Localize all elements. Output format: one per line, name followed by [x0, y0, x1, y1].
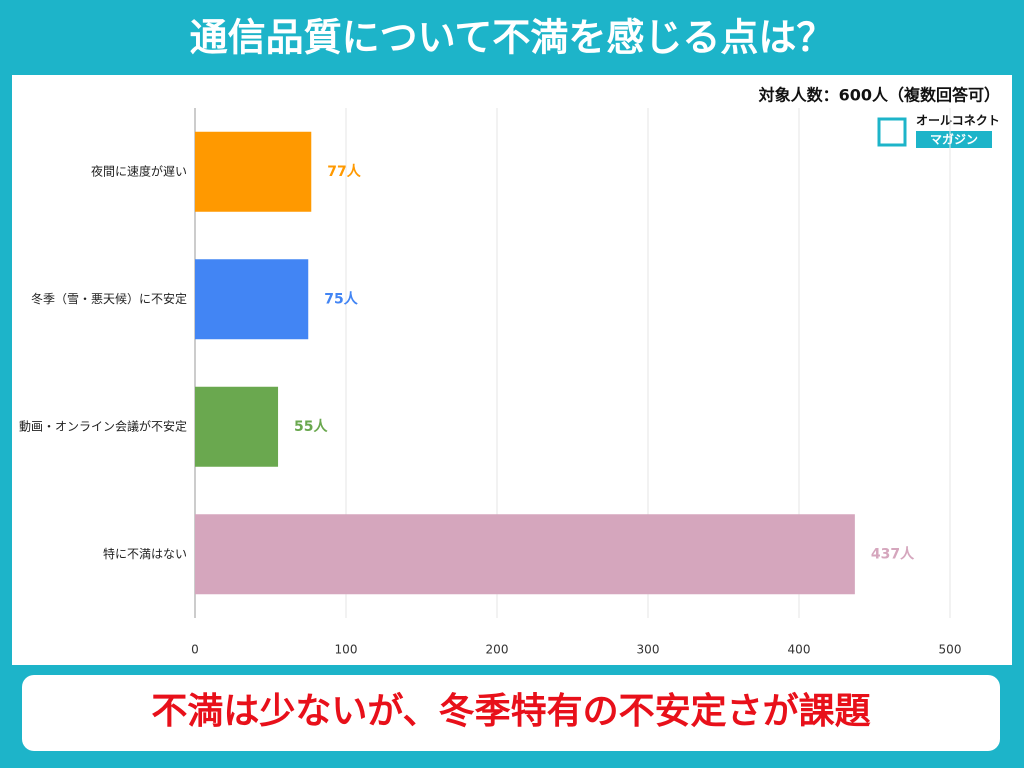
y-tick-label: 動画・オンライン会議が不安定 — [19, 418, 187, 433]
x-tick-label: 300 — [637, 643, 660, 657]
subtitle: 対象人数：600人（複数回答可） — [758, 86, 1000, 105]
bar — [195, 514, 855, 595]
x-tick-label: 0 — [191, 643, 199, 657]
y-tick-label: 冬季（雪・悪天候）に不安定 — [31, 291, 187, 306]
value-label: 437人 — [871, 545, 915, 562]
logo: オールコネクト マガジン — [877, 114, 1000, 148]
value-label: 55人 — [294, 418, 328, 435]
x-tick-label: 400 — [788, 643, 811, 657]
logo-badge — [916, 131, 992, 148]
logo-icon — [877, 117, 907, 147]
bar — [195, 131, 312, 212]
y-tick-label: 夜間に速度が遅い — [91, 163, 187, 178]
logo-text: オールコネクト — [916, 114, 1000, 128]
x-tick-label: 200 — [486, 643, 509, 657]
y-tick-label: 特に不満はない — [103, 546, 187, 561]
logo-text: マガジン — [930, 132, 978, 147]
bar — [195, 386, 279, 467]
footer-box — [22, 675, 1000, 751]
plot: 0 100 200 300 400 500 夜間に速度が遅い 77人冬季（雪・悪天候）に不安定… — [19, 108, 961, 657]
x-tick-label: 500 — [939, 643, 962, 657]
footer-text: 不満は少ないが、冬季特有の不安定さが課題 — [151, 691, 870, 732]
chart-title: 通信品質について不満を感じる点は？ — [190, 16, 835, 60]
value-label: 75人 — [324, 290, 358, 307]
value-label: 77人 — [327, 163, 361, 180]
x-tick-label: 100 — [335, 643, 358, 657]
bar — [195, 259, 309, 340]
